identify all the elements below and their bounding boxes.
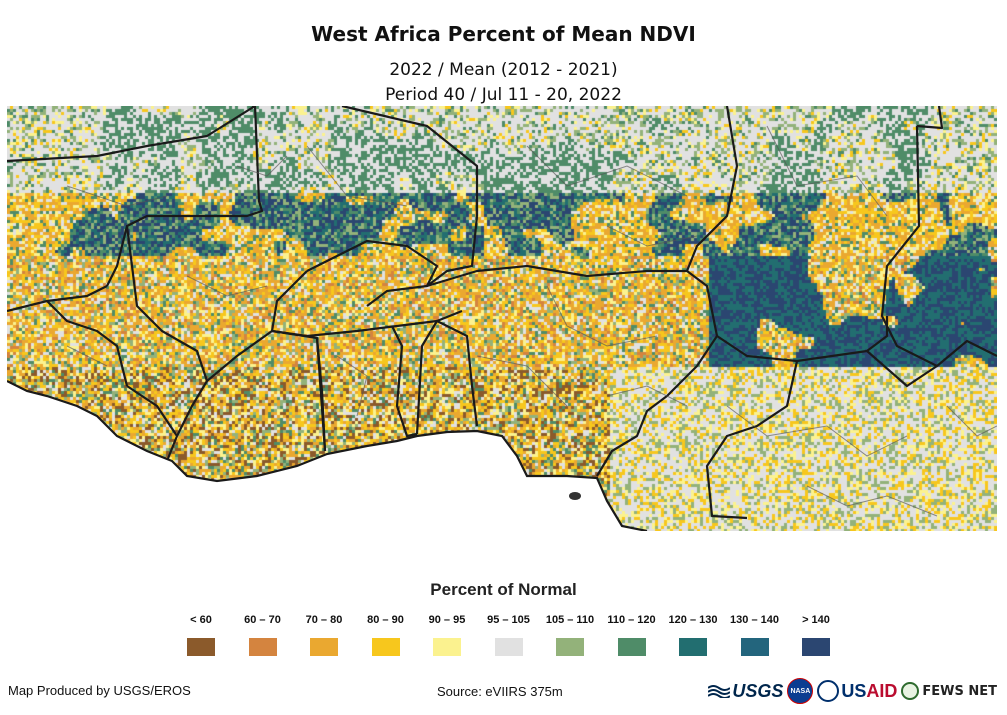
legend-label: > 140 <box>802 614 830 626</box>
legend-swatch <box>802 638 830 656</box>
ndvi-map <box>7 106 997 531</box>
border-mali-algeria <box>252 106 479 216</box>
legend-swatch <box>310 638 338 656</box>
country-borders <box>7 106 997 531</box>
partner-logos: USGS NASA USAID FEWS NET <box>708 677 997 705</box>
legend-swatch <box>617 638 646 656</box>
fews-net-logo-text: FEWS NET <box>922 683 997 699</box>
border-cameroon-chad <box>716 316 889 363</box>
legend-label: 130 – 140 <box>730 614 779 626</box>
credit-text: Map Produced by USGS/EROS <box>8 683 191 698</box>
legend-title: Percent of Normal <box>430 580 577 599</box>
fews-net-logo: FEWS NET <box>901 682 997 700</box>
globe-icon <box>901 682 920 700</box>
usaid-seal-icon <box>817 680 840 702</box>
border-liberia <box>126 385 179 462</box>
border-mauritania-mali <box>106 106 264 287</box>
border-nigeria-cameroon <box>596 335 718 477</box>
source-text: Source: eVIIRS 375m <box>437 684 563 699</box>
border-togo-benin <box>415 320 479 435</box>
legend-item: 70 – 80 <box>293 612 355 661</box>
map-subtitle-ratio: 2022 / Mean (2012 - 2021) <box>389 60 618 80</box>
ocean-mask <box>7 381 647 531</box>
usgs-wave-icon <box>708 685 731 698</box>
legend-item: 105 – 110 <box>539 612 601 661</box>
usaid-logo: USAID <box>817 680 897 702</box>
legend-item: 90 – 95 <box>416 612 478 661</box>
legend-label: 95 – 105 <box>487 614 530 626</box>
nasa-logo-text: NASA <box>790 687 811 695</box>
border-burkina-south <box>270 270 463 338</box>
legend-label: 70 – 80 <box>305 614 343 626</box>
coastline <box>7 380 648 531</box>
legend-item: 130 – 140 <box>724 612 786 661</box>
legend-label: < 60 <box>190 614 212 626</box>
border-chad-east <box>880 125 997 368</box>
legend-swatch <box>556 638 584 656</box>
legend-swatch <box>433 638 461 656</box>
legend-label: 105 – 110 <box>545 614 595 626</box>
border-ghana <box>315 325 418 452</box>
bioko-island <box>569 492 581 500</box>
border-cameroon-car <box>705 350 938 520</box>
usgs-logo-text: USGS <box>732 680 784 701</box>
legend: < 60 60 – 70 70 – 80 80 – 90 90 – 95 95 – 105… <box>170 612 850 662</box>
legend-swatch <box>679 638 707 656</box>
usaid-logo-text-us: US <box>841 680 867 701</box>
nasa-logo: NASA <box>787 678 814 704</box>
legend-item: 120 – 130 <box>662 612 724 661</box>
legend-swatch <box>740 638 769 656</box>
legend-item: 80 – 90 <box>355 612 417 661</box>
border-chad-libya <box>916 106 944 130</box>
legend-swatch <box>371 638 400 656</box>
legend-swatch <box>187 638 215 656</box>
border-guinea <box>125 225 209 437</box>
legend-item: < 60 <box>170 612 232 661</box>
border-guinea-bissau <box>46 300 129 387</box>
legend-item: > 140 <box>785 612 847 661</box>
map-subtitle-period: Period 40 / Jul 11 - 20, 2022 <box>385 85 622 105</box>
usgs-logo: USGS <box>708 681 783 702</box>
legend-swatch <box>248 638 277 656</box>
border-niger-nigeria <box>426 264 719 337</box>
border-mauritania-north <box>7 106 256 163</box>
map-title: West Africa Percent of Mean NDVI <box>311 22 696 46</box>
border-burkina-mali <box>306 239 439 287</box>
legend-item: 60 – 70 <box>232 612 294 661</box>
legend-label: 80 – 90 <box>367 614 404 626</box>
border-senegal <box>7 285 108 313</box>
legend-label: 120 – 130 <box>668 614 718 626</box>
legend-item: 110 – 120 <box>601 612 663 661</box>
legend-label: 60 – 70 <box>244 614 281 626</box>
legend-label: 90 – 95 <box>428 614 466 626</box>
legend-label: 110 – 120 <box>607 614 656 626</box>
legend-swatch <box>494 638 523 656</box>
legend-item: 95 – 105 <box>478 612 540 661</box>
border-ivory-coast <box>206 329 327 452</box>
border-mali-niger <box>366 215 479 307</box>
usaid-logo-text-aid: AID <box>866 680 898 701</box>
border-niger-chad <box>685 106 739 272</box>
